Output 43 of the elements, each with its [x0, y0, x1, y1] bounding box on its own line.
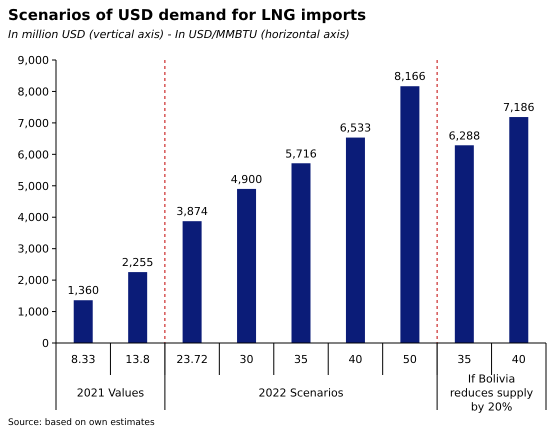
- data-label: 1,360: [67, 284, 99, 298]
- source-note: Source: based on own estimates: [8, 418, 155, 428]
- bar: [182, 221, 202, 343]
- data-label: 5,716: [285, 147, 317, 160]
- data-label: 6,288: [448, 129, 480, 142]
- y-tick-label: 9,000: [18, 54, 49, 67]
- x-tick-label: 40: [512, 353, 526, 366]
- x-tick-label: 8.33: [70, 353, 96, 366]
- x-tick-label: 13.8: [125, 353, 150, 366]
- y-tick-label: 2,000: [18, 274, 49, 288]
- data-label: 4,900: [230, 172, 262, 186]
- y-tick-label: 4,000: [18, 211, 49, 224]
- x-tick-label: 30: [240, 353, 254, 366]
- x-tick-label: 23.72: [176, 353, 208, 366]
- y-tick-label: 0: [42, 337, 49, 350]
- bar: [292, 163, 310, 343]
- text: 2022 Scenarios: [258, 386, 344, 400]
- bar: [400, 86, 420, 343]
- y-tick-label: 8,000: [18, 85, 49, 98]
- y-tick-label: 1,000: [18, 306, 49, 319]
- text: 2021 Values: [76, 386, 144, 400]
- data-label: 8,166: [394, 70, 426, 84]
- bar: [454, 145, 474, 343]
- bar: [346, 138, 365, 343]
- data-label: 3,874: [176, 205, 208, 218]
- x-tick-label: 40: [348, 353, 362, 366]
- data-label: 2,255: [122, 256, 154, 270]
- bar: [509, 117, 528, 343]
- y-tick-label: 5,000: [18, 180, 49, 193]
- x-tick-label: 35: [457, 353, 472, 366]
- y-tick-label: 3,000: [18, 242, 49, 256]
- chart-title: Scenarios of USD demand for LNG imports: [8, 6, 366, 24]
- bar: [237, 188, 256, 343]
- data-label: 7,186: [503, 101, 535, 114]
- text: If Bolivia reduces supply by 20%: [450, 372, 534, 414]
- chart-subtitle: In million USD (vertical axis) - In USD/MMBTU (horizontal axis): [8, 28, 350, 41]
- y-tick-label: 6,000: [18, 148, 49, 162]
- y-tick-label: 7,000: [18, 116, 49, 130]
- x-tick-label: 35: [294, 353, 308, 366]
- x-tick-label: 50: [402, 353, 417, 366]
- data-label: 6,533: [340, 122, 372, 135]
- bar: [74, 300, 93, 343]
- bar: [128, 272, 148, 343]
